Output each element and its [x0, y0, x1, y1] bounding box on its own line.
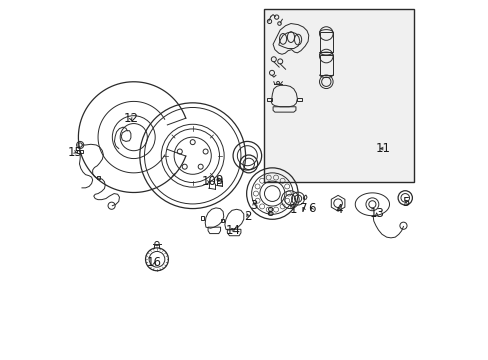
Text: 1: 1	[289, 203, 297, 216]
Text: 2: 2	[244, 210, 251, 223]
Text: 12: 12	[123, 112, 138, 125]
Bar	[264, 9, 413, 182]
Text: 16: 16	[147, 256, 162, 269]
Text: 9: 9	[215, 174, 222, 186]
Text: 3: 3	[250, 198, 257, 212]
Text: 10: 10	[202, 175, 217, 188]
Text: 14: 14	[225, 224, 240, 237]
Text: 7: 7	[299, 202, 306, 215]
Bar	[319, 55, 332, 75]
Text: 8: 8	[266, 206, 273, 219]
Text: 13: 13	[368, 207, 384, 220]
Text: 15: 15	[67, 146, 82, 159]
Text: 5: 5	[402, 195, 409, 209]
Text: 4: 4	[335, 203, 342, 216]
Text: 6: 6	[307, 202, 315, 215]
Text: 11: 11	[375, 142, 390, 155]
Bar	[319, 32, 332, 52]
